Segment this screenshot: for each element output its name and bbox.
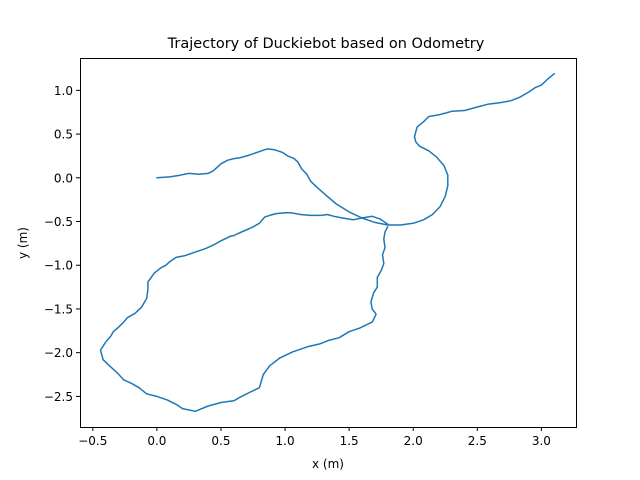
y-tick-label: −1.5 (44, 302, 73, 316)
x-tick-label: −0.5 (78, 434, 107, 448)
y-tick-label: −1.0 (44, 259, 73, 273)
y-tick-label: 1.0 (54, 84, 73, 98)
y-tick-label: −2.0 (44, 346, 73, 360)
y-axis: 1.0 0.5 0.0 −0.5 −1.0 −1.5 −2.0 −2.5 (44, 84, 80, 404)
y-tick-label: −2.5 (44, 390, 73, 404)
x-tick-label: 1.5 (340, 434, 359, 448)
x-tick-label: 3.0 (532, 434, 551, 448)
trajectory-line-1 (156, 72, 555, 226)
chart-title: Trajectory of Duckiebot based on Odometr… (167, 36, 485, 52)
y-tick-label: 0.0 (54, 171, 73, 185)
plot-area (99, 72, 555, 413)
x-tick-label: 2.5 (468, 434, 487, 448)
trajectory-line-2 (99, 212, 389, 413)
x-tick-label: 1.0 (276, 434, 295, 448)
y-tick-label: −0.5 (44, 215, 73, 229)
y-axis-label: y (m) (16, 227, 30, 259)
plot-frame (80, 58, 577, 428)
x-axis: −0.5 0.0 0.5 1.0 1.5 2.0 2.5 3.0 (78, 427, 551, 448)
x-tick-label: 0.0 (147, 434, 166, 448)
x-tick-label: 2.0 (404, 434, 423, 448)
x-axis-label: x (m) (312, 457, 344, 471)
y-tick-label: 0.5 (54, 128, 73, 142)
x-tick-label: 0.5 (211, 434, 230, 448)
